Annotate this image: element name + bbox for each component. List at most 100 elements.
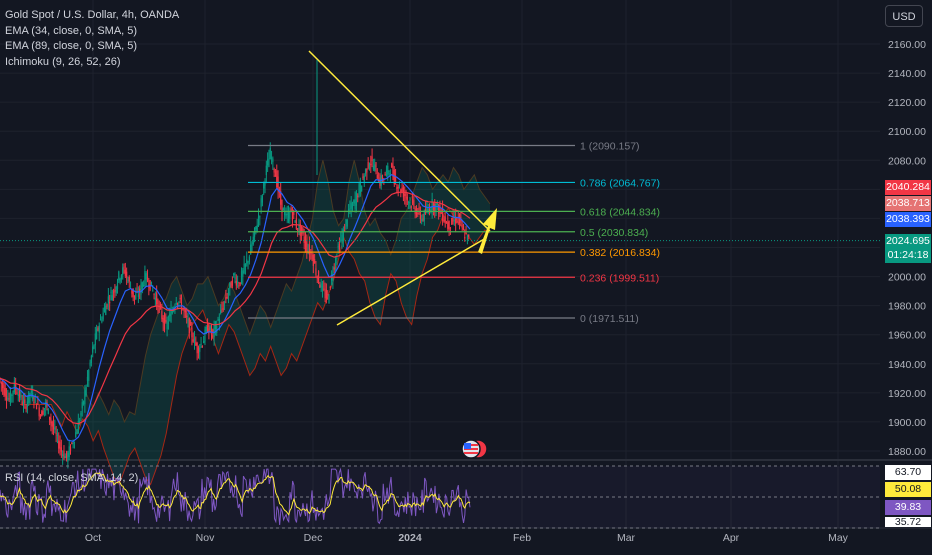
candle-body	[16, 392, 18, 394]
candle-body	[101, 320, 103, 322]
candle-body	[260, 198, 262, 207]
rsi-tag-upper: 63.70	[885, 465, 931, 480]
candle-body	[268, 158, 270, 168]
candle-body	[183, 307, 185, 312]
candle-body	[436, 201, 438, 205]
candle-body	[426, 207, 428, 211]
candle-body	[269, 148, 271, 159]
us-flag-icon[interactable]	[460, 438, 488, 460]
candle-body	[226, 296, 228, 298]
ema34-line	[0, 173, 471, 443]
candle-body	[336, 257, 338, 259]
candle-body	[97, 328, 99, 330]
candle-body	[461, 225, 463, 227]
candle-body	[206, 325, 209, 333]
x-tick-label: Oct	[85, 532, 101, 544]
candle-body	[43, 408, 45, 410]
candle-body	[235, 280, 237, 286]
x-tick-label: May	[828, 532, 849, 544]
candle-body	[286, 213, 288, 215]
candle-body	[320, 283, 322, 288]
candle-body	[63, 450, 65, 459]
candle-body	[242, 270, 244, 277]
candle-body	[276, 170, 278, 188]
countdown-tag: 01:24:18	[885, 248, 931, 263]
candle-body	[153, 293, 155, 296]
candle-body	[375, 162, 377, 168]
candle-body	[376, 174, 378, 179]
candle-body	[154, 297, 156, 301]
candle-body	[381, 177, 384, 181]
candle-body	[156, 293, 158, 305]
candle-body	[120, 274, 123, 280]
candle-body	[449, 227, 452, 229]
candle-body	[417, 212, 419, 215]
candle-body	[21, 401, 23, 405]
candle-body	[385, 170, 388, 172]
candle-body	[357, 195, 359, 198]
candle-body	[98, 325, 100, 333]
candle-body	[354, 198, 356, 209]
rsi-tag-text: 39.83	[894, 501, 922, 513]
candle-body	[64, 456, 66, 459]
rsi-legend[interactable]: RSI (14, close, SMA, 14, 2)	[5, 472, 139, 484]
candle-body	[52, 423, 55, 430]
price-tag-text: 2038.393	[886, 213, 930, 225]
ema89-legend[interactable]: EMA (89, close, 0, SMA, 5)	[5, 40, 138, 52]
candle-body	[203, 341, 205, 344]
candle-body	[255, 226, 257, 230]
candle-body	[404, 193, 406, 196]
candle-body	[55, 432, 57, 435]
candle-body	[162, 317, 164, 324]
candle-body	[234, 276, 236, 280]
y-tick-label: 2120.00	[888, 97, 926, 109]
candle-body	[293, 210, 295, 215]
candle-body	[362, 176, 364, 179]
candle-body	[96, 328, 98, 339]
candle-body	[58, 440, 60, 449]
candle-body	[303, 236, 305, 243]
candle-body	[119, 278, 121, 282]
candle-body	[38, 407, 40, 417]
candle-body	[0, 381, 2, 385]
candle-body	[378, 180, 380, 182]
candle-body	[445, 222, 448, 224]
y-tick-label: 2140.00	[888, 68, 926, 80]
fib-level-label: 0.5 (2030.834)	[580, 227, 648, 239]
candle-body	[397, 186, 399, 189]
candle-body	[105, 305, 107, 316]
candle-body	[441, 207, 444, 221]
candle-body	[422, 218, 424, 220]
rsi-tag-text: 35.72	[894, 517, 922, 527]
candle-body	[67, 452, 69, 462]
candle-body	[387, 165, 389, 175]
candle-body	[65, 451, 68, 459]
candle-body	[428, 208, 431, 213]
y-tick-label: 2100.00	[888, 126, 926, 138]
candle-body	[280, 190, 282, 205]
candle-body	[285, 214, 287, 217]
candle-body	[289, 212, 291, 219]
symbol-title[interactable]: Gold Spot / U.S. Dollar, 4h, OANDA	[5, 9, 180, 21]
candle-body	[75, 432, 77, 437]
candle-body	[304, 238, 307, 247]
candle-body	[287, 211, 290, 222]
candle-body	[337, 246, 339, 248]
x-tick-label: 2024	[398, 532, 422, 544]
candle-body	[195, 342, 197, 346]
ema34-legend[interactable]: EMA (34, close, 0, SMA, 5)	[5, 24, 138, 37]
candle-body	[281, 199, 283, 213]
ichimoku-legend[interactable]: Ichimoku (9, 26, 52, 26)	[5, 55, 121, 68]
rsi-tag-text: 63.70	[894, 466, 922, 478]
candle-body	[62, 454, 64, 457]
candle-body	[192, 339, 194, 342]
candle-body	[128, 276, 130, 282]
candle-body	[408, 202, 410, 204]
candle-body	[227, 292, 230, 295]
candle-body	[110, 291, 112, 293]
candle-body	[80, 412, 82, 416]
currency-button[interactable]: USD	[885, 5, 923, 27]
candle-body	[186, 315, 188, 318]
